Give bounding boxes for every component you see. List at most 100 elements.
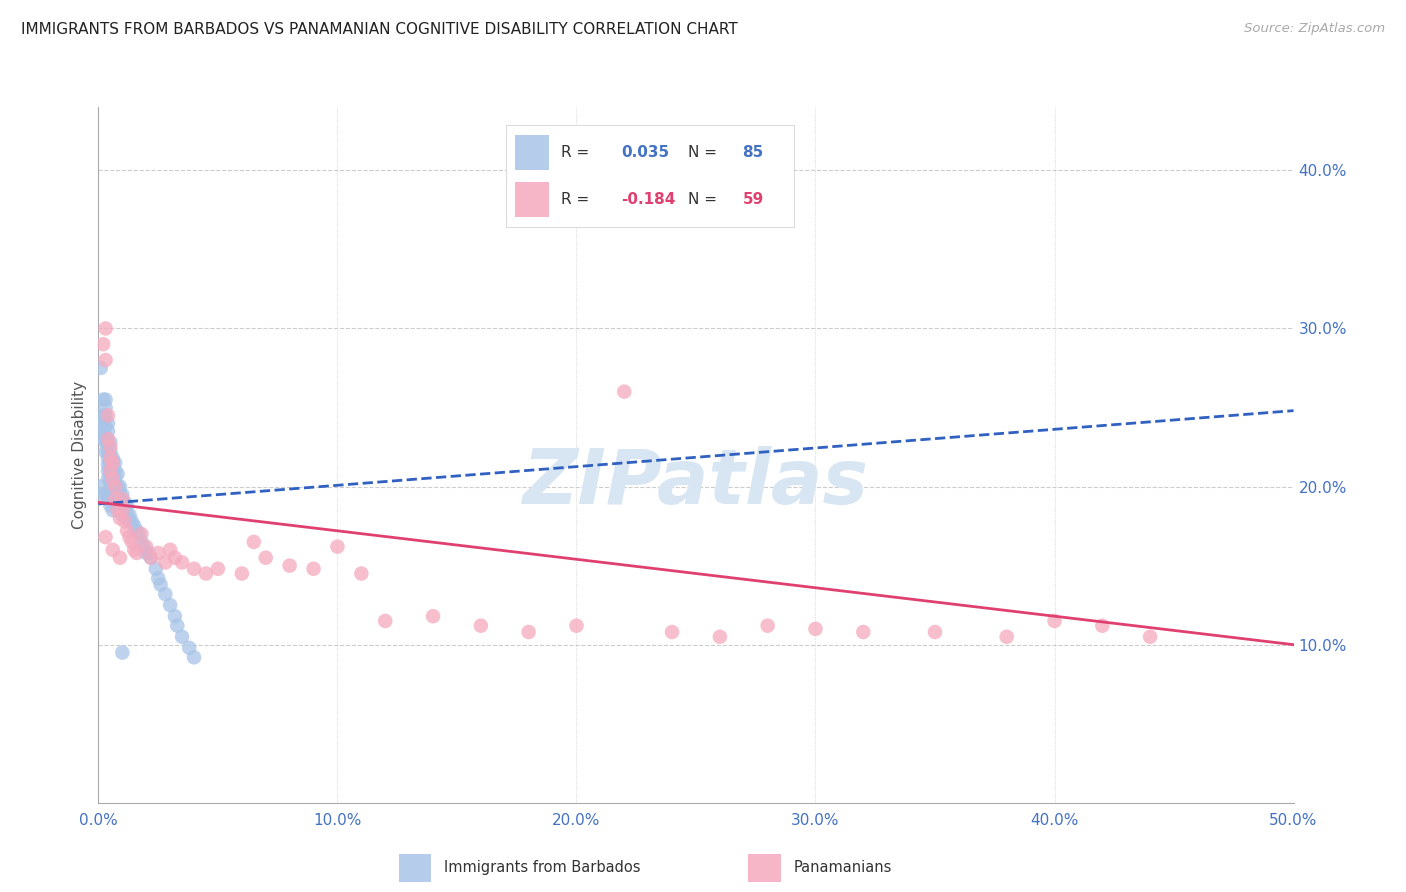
Point (159, 542, 181, 557)
Point (108, 479, 131, 493)
Point (101, 487, 124, 501)
Point (98, 456, 122, 470)
Point (104, 472, 127, 486)
Point (91, 417, 114, 431)
Point (139, 550, 162, 565)
Text: 59: 59 (742, 193, 763, 207)
Point (145, 562, 167, 576)
Point (91, 487, 114, 501)
Point (101, 456, 124, 470)
Point (94, 530, 117, 544)
Point (91, 337, 114, 351)
Point (94, 392, 117, 407)
Point (254, 550, 277, 565)
Point (243, 534, 266, 549)
Point (104, 464, 127, 478)
Point (94, 487, 117, 501)
Point (104, 492, 127, 507)
Point (108, 495, 131, 509)
Point (101, 472, 124, 486)
Point (90, 417, 112, 431)
Point (107, 499, 129, 513)
Point (302, 562, 325, 576)
Text: Source: ZipAtlas.com: Source: ZipAtlas.com (1244, 22, 1385, 36)
Point (135, 546, 157, 560)
Point (97, 464, 120, 478)
Bar (515, 182, 550, 218)
Point (98, 479, 122, 493)
Point (104, 495, 127, 509)
Point (159, 598, 181, 612)
Text: Panamanians: Panamanians (793, 860, 891, 875)
Point (125, 546, 148, 560)
Point (709, 630, 731, 644)
Point (107, 479, 129, 493)
Point (114, 514, 136, 528)
Point (107, 487, 129, 501)
Point (1139, 630, 1161, 644)
Point (101, 479, 124, 493)
Point (98, 451, 122, 466)
Point (1043, 614, 1066, 628)
Point (98, 464, 122, 478)
Point (108, 503, 131, 517)
Point (131, 534, 153, 549)
Point (97, 432, 120, 446)
Point (124, 542, 146, 557)
Point (104, 479, 127, 493)
Point (115, 499, 138, 513)
Text: N =: N = (688, 193, 717, 207)
Text: N =: N = (688, 145, 717, 160)
Y-axis label: Cognitive Disability: Cognitive Disability (72, 381, 87, 529)
Point (121, 534, 143, 549)
Point (278, 558, 301, 573)
Point (326, 540, 349, 554)
Point (470, 618, 492, 632)
Point (756, 618, 779, 632)
Text: R =: R = (561, 145, 589, 160)
Point (101, 464, 124, 478)
Point (97, 492, 120, 507)
Point (1091, 618, 1114, 632)
Point (111, 503, 134, 517)
Point (138, 546, 160, 560)
Point (183, 650, 205, 665)
Point (111, 499, 134, 513)
Point (98, 499, 122, 513)
Point (183, 562, 205, 576)
Point (350, 566, 373, 581)
Point (94, 435, 117, 450)
Point (98, 464, 122, 478)
Point (231, 566, 253, 581)
Point (114, 495, 136, 509)
Point (422, 609, 444, 624)
Point (194, 566, 218, 581)
Point (101, 451, 124, 466)
Point (104, 456, 127, 470)
Point (517, 625, 540, 640)
Point (155, 587, 177, 601)
Point (98, 472, 122, 486)
Point (101, 542, 124, 557)
Point (97, 451, 120, 466)
Text: R =: R = (561, 193, 589, 207)
Text: IMMIGRANTS FROM BARBADOS VS PANAMANIAN COGNITIVE DISABILITY CORRELATION CHART: IMMIGRANTS FROM BARBADOS VS PANAMANIAN C… (21, 22, 738, 37)
Point (94, 401, 117, 415)
Point (111, 646, 134, 660)
Point (90, 479, 112, 493)
Point (104, 479, 127, 493)
Point (97, 424, 120, 438)
Point (114, 503, 136, 517)
Text: 85: 85 (742, 145, 763, 160)
Point (118, 508, 141, 522)
Point (995, 630, 1018, 644)
Point (97, 417, 120, 431)
Point (124, 519, 146, 533)
Point (118, 514, 141, 528)
Point (97, 444, 120, 458)
Point (107, 467, 129, 481)
Text: Immigrants from Barbados: Immigrants from Barbados (444, 860, 641, 875)
Point (149, 577, 172, 591)
Point (121, 514, 143, 528)
Point (172, 630, 194, 644)
